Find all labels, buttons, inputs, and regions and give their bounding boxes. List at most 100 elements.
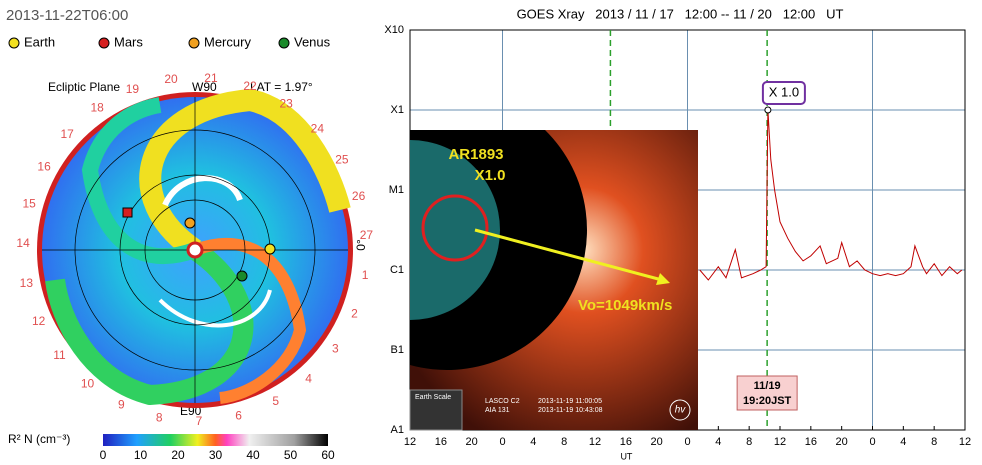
chart-title: GOES Xray 2013 / 11 / 17 12:00 -- 11 / 2… bbox=[517, 6, 844, 21]
time-label: 19:20JST bbox=[743, 395, 792, 407]
y-tick-label: A1 bbox=[391, 424, 404, 436]
x-tick-label: 12 bbox=[774, 436, 786, 448]
x-tick-label: 0 bbox=[499, 436, 505, 448]
y-tick-label: X10 bbox=[384, 24, 404, 36]
rim-number: 11 bbox=[53, 348, 66, 362]
x-tick-label: 16 bbox=[805, 436, 817, 448]
x-tick-label: 4 bbox=[715, 436, 721, 448]
cme-front bbox=[158, 289, 272, 328]
x-tick-label: 4 bbox=[900, 436, 906, 448]
spiral bbox=[45, 241, 254, 406]
mars bbox=[122, 207, 133, 218]
x-tick-label: 16 bbox=[620, 436, 632, 448]
colorbar-tick: 40 bbox=[246, 448, 260, 462]
colorbar-tick: 50 bbox=[284, 448, 298, 462]
rim-number: 23 bbox=[279, 96, 293, 110]
x-tick-label: 8 bbox=[561, 436, 567, 448]
rim-number: 4 bbox=[305, 371, 312, 385]
speed-label: Vo=1049km/s bbox=[578, 297, 672, 314]
x-tick-label: 0 bbox=[684, 436, 690, 448]
x-tick-label: 12 bbox=[404, 436, 416, 448]
flux-line bbox=[699, 109, 963, 281]
x-tick-label: 12 bbox=[959, 436, 971, 448]
spiral bbox=[81, 97, 198, 265]
rim-number: 6 bbox=[235, 409, 242, 423]
rim-number: 8 bbox=[156, 410, 163, 424]
x-tick-label: 12 bbox=[589, 436, 601, 448]
logo-ring bbox=[669, 399, 691, 421]
rim-number: 26 bbox=[352, 189, 366, 203]
plane-label: Ecliptic Plane bbox=[48, 80, 120, 94]
spiral bbox=[192, 237, 307, 404]
legend-label: Mercury bbox=[204, 34, 251, 49]
x-tick-label: 8 bbox=[746, 436, 752, 448]
legend-label: Earth bbox=[24, 34, 55, 49]
x-tick-label: 20 bbox=[466, 436, 478, 448]
peak-label: X 1.0 bbox=[769, 84, 799, 99]
enlil-panel: 2013-11-22T06:00 Ecliptic Plane W90 LAT … bbox=[6, 7, 373, 462]
colorbar-tick: 60 bbox=[321, 448, 335, 462]
cme-front bbox=[162, 175, 243, 207]
rim-number: 15 bbox=[22, 197, 36, 211]
peak-box bbox=[761, 81, 806, 105]
rim-number: 17 bbox=[60, 127, 74, 141]
region-circle bbox=[421, 194, 489, 262]
rim-number: 10 bbox=[81, 376, 95, 390]
rim-number: 1 bbox=[362, 268, 369, 282]
rim-number: 20 bbox=[164, 72, 178, 86]
rim-number: 13 bbox=[20, 276, 34, 290]
earth bbox=[264, 243, 276, 255]
logo: hv bbox=[675, 405, 687, 416]
legend-swatch bbox=[8, 37, 20, 49]
colorbar-tick: 20 bbox=[171, 448, 185, 462]
rim-number: 2 bbox=[351, 307, 358, 321]
x-tick-label: 8 bbox=[931, 436, 937, 448]
rim-number: 12 bbox=[32, 314, 46, 328]
colorbar-label: R² N (cm⁻³) bbox=[8, 432, 70, 446]
top-label: W90 bbox=[192, 80, 217, 94]
y-tick-label: X1 bbox=[391, 104, 404, 116]
lat-label: LAT = 1.97° bbox=[250, 80, 313, 94]
scale-label: Earth Scale bbox=[415, 394, 451, 401]
sun-disk bbox=[410, 140, 500, 320]
inset: AR1893 X1.0 Vo=1049km/s Earth Scale LASC… bbox=[409, 130, 698, 431]
y-tick-label: B1 bbox=[391, 344, 404, 356]
rim-number: 7 bbox=[196, 414, 203, 428]
x-tick-label: 20 bbox=[836, 436, 848, 448]
instrument: LASCO C2 bbox=[485, 398, 520, 405]
legend-label: Venus bbox=[294, 34, 331, 49]
arrowhead bbox=[656, 273, 670, 285]
x-axis-label: UT bbox=[620, 451, 632, 461]
rim-number: 22 bbox=[243, 79, 257, 93]
legend-label: Mars bbox=[114, 34, 143, 49]
y-tick-label: M1 bbox=[389, 184, 404, 196]
flare-label: X1.0 bbox=[475, 167, 506, 184]
legend-swatch bbox=[278, 37, 290, 49]
colorbar bbox=[103, 434, 328, 446]
rim-number: 18 bbox=[90, 101, 104, 115]
colorbar-tick: 0 bbox=[100, 448, 107, 462]
colorbar-tick: 10 bbox=[134, 448, 148, 462]
x-tick-label: 16 bbox=[435, 436, 447, 448]
rim-number: 27 bbox=[360, 228, 374, 242]
rim-number: 16 bbox=[37, 160, 51, 174]
time-label: 11/19 bbox=[754, 380, 781, 392]
rim-number: 21 bbox=[204, 71, 218, 85]
time: 2013-11-19 11:00:05 bbox=[538, 398, 602, 405]
region-label: AR1893 bbox=[448, 146, 503, 163]
legend-swatch bbox=[98, 37, 110, 49]
annotations: X 1.0 11/19 19:20JST bbox=[736, 81, 806, 411]
scale-box bbox=[409, 389, 463, 431]
rim-number: 19 bbox=[126, 82, 140, 96]
x-tick-label: 4 bbox=[530, 436, 536, 448]
rim-number: 3 bbox=[332, 342, 339, 356]
y-tick-label: C1 bbox=[390, 264, 404, 276]
spiral bbox=[139, 88, 351, 260]
venus bbox=[236, 270, 248, 282]
x-tick-label: 20 bbox=[651, 436, 663, 448]
time: 2013-11-19 10:43:08 bbox=[538, 407, 603, 414]
peak-marker bbox=[764, 106, 772, 114]
mercury bbox=[184, 217, 196, 229]
x-tick-label: 0 bbox=[869, 436, 875, 448]
